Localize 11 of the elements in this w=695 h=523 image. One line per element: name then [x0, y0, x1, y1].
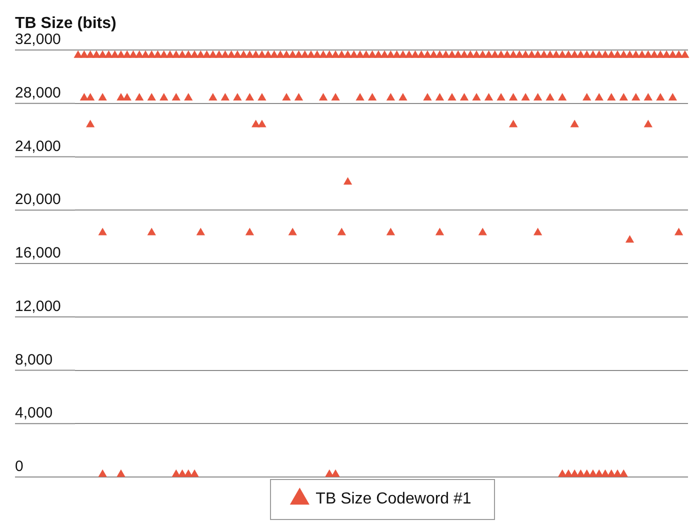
y-tick-label: 8,000: [15, 351, 53, 368]
y-tick-label: 0: [15, 458, 24, 475]
y-tick-label: 32,000: [15, 31, 61, 48]
y-tick-label: 24,000: [15, 138, 61, 155]
y-tick-label: 28,000: [15, 84, 61, 102]
y-tick-label: 16,000: [15, 244, 61, 262]
chart-title: TB Size (bits): [15, 15, 116, 32]
y-tick-label: 4,000: [15, 404, 53, 422]
legend-label: TB Size Codeword #1: [316, 490, 472, 508]
y-tick-label: 20,000: [15, 191, 61, 208]
y-tick-label: 12,000: [15, 298, 61, 315]
